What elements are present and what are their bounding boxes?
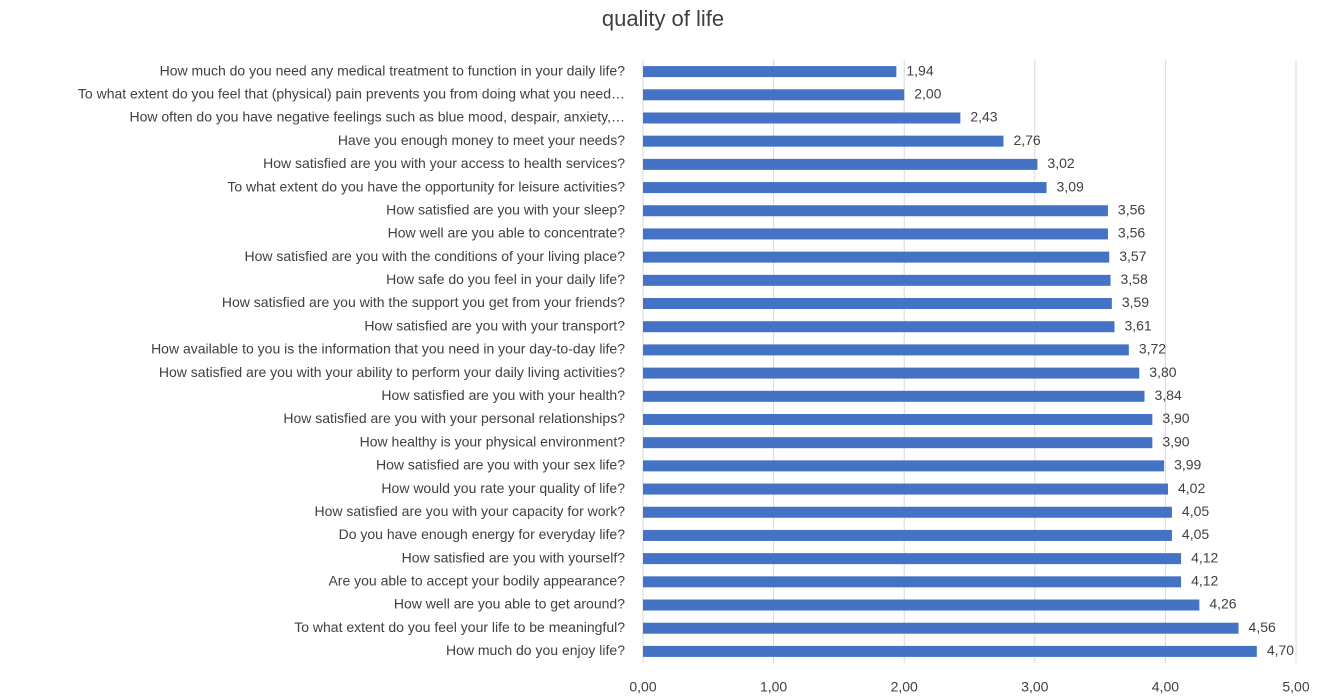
bar <box>643 344 1129 356</box>
value-label: 3,09 <box>1057 178 1084 194</box>
category-label: How satisfied are you with your ability … <box>159 364 625 380</box>
bar <box>643 506 1172 518</box>
bar <box>643 321 1115 333</box>
category-label: To what extent do you feel your life to … <box>294 619 625 635</box>
bar <box>643 135 1004 147</box>
bar <box>643 622 1239 634</box>
bar <box>643 205 1108 217</box>
value-label: 3,84 <box>1155 387 1182 403</box>
category-label: How much do you need any medical treatme… <box>160 62 626 78</box>
bar <box>643 437 1153 449</box>
category-label: How available to you is the information … <box>151 341 625 357</box>
bar <box>643 553 1182 565</box>
x-tick-label: 0,00 <box>629 679 656 695</box>
value-label: 4,05 <box>1182 503 1209 519</box>
bar <box>643 599 1200 611</box>
category-label: Do you have enough energy for everyday l… <box>339 526 626 542</box>
value-label: 1,94 <box>906 62 933 78</box>
category-label: How satisfied are you with your sex life… <box>376 457 625 473</box>
value-label: 4,02 <box>1178 480 1205 496</box>
category-label: How satisfied are you with your access t… <box>263 155 625 171</box>
bar <box>643 645 1257 657</box>
category-label: How satisfied are you with your health? <box>381 387 625 403</box>
category-label: How safe do you feel in your daily life? <box>386 271 625 287</box>
bar <box>643 251 1110 263</box>
bar <box>643 89 905 101</box>
bar <box>643 576 1182 588</box>
x-tick-label: 1,00 <box>760 679 787 695</box>
value-label: 4,26 <box>1209 596 1236 612</box>
value-label: 4,56 <box>1249 619 1276 635</box>
bar <box>643 112 961 124</box>
bar <box>643 158 1038 170</box>
category-label: How satisfied are you with yourself? <box>402 549 626 565</box>
category-label: To what extent do you feel that (physica… <box>78 85 625 101</box>
category-label: How would you rate your quality of life? <box>381 480 625 496</box>
category-label: How satisfied are you with your capacity… <box>315 503 626 519</box>
category-label: How satisfied are you with your sleep? <box>386 201 625 217</box>
value-label: 4,12 <box>1191 549 1218 565</box>
x-tick-label: 5,00 <box>1282 679 1309 695</box>
category-label: How well are you able to concentrate? <box>388 225 626 241</box>
category-label: How satisfied are you with the support y… <box>222 294 625 310</box>
category-label: How healthy is your physical environment… <box>360 433 626 449</box>
value-label: 3,72 <box>1139 341 1166 357</box>
value-label: 3,57 <box>1119 248 1146 264</box>
category-label: To what extent do you have the opportuni… <box>227 178 625 194</box>
value-label: 4,70 <box>1267 642 1294 658</box>
category-label: How much do you enjoy life? <box>446 642 625 658</box>
bar <box>643 367 1140 379</box>
x-tick-label: 2,00 <box>891 679 918 695</box>
bar <box>643 413 1153 425</box>
category-label: Have you enough money to meet your needs… <box>338 132 625 148</box>
value-label: 2,43 <box>970 109 997 125</box>
bar <box>643 274 1111 286</box>
category-label: How often do you have negative feelings … <box>130 109 626 125</box>
category-label: How satisfied are you with the condition… <box>244 248 625 264</box>
bar <box>643 66 897 78</box>
value-label: 3,90 <box>1162 410 1189 426</box>
bar <box>643 228 1108 240</box>
category-label: How satisfied are you with your transpor… <box>364 317 625 333</box>
value-label: 2,76 <box>1013 132 1040 148</box>
bar <box>643 298 1112 310</box>
category-label: How satisfied are you with your personal… <box>283 410 625 426</box>
bar <box>643 529 1172 541</box>
x-tick-label: 3,00 <box>1021 679 1048 695</box>
value-label: 3,90 <box>1162 433 1189 449</box>
category-label: How well are you able to get around? <box>394 596 625 612</box>
value-label: 3,02 <box>1047 155 1074 171</box>
bar <box>643 390 1145 402</box>
bar <box>643 182 1047 194</box>
value-label: 3,56 <box>1118 225 1145 241</box>
value-label: 4,12 <box>1191 573 1218 589</box>
x-tick-label: 4,00 <box>1152 679 1179 695</box>
chart-title: quality of life <box>602 6 724 31</box>
value-label: 3,58 <box>1121 271 1148 287</box>
value-label: 3,59 <box>1122 294 1149 310</box>
value-label: 4,05 <box>1182 526 1209 542</box>
bar <box>643 483 1169 495</box>
value-label: 3,56 <box>1118 201 1145 217</box>
value-label: 3,99 <box>1174 457 1201 473</box>
value-label: 2,00 <box>914 85 941 101</box>
value-label: 3,80 <box>1149 364 1176 380</box>
bar <box>643 460 1165 472</box>
category-label: Are you able to accept your bodily appea… <box>328 573 625 589</box>
value-label: 3,61 <box>1124 317 1151 333</box>
